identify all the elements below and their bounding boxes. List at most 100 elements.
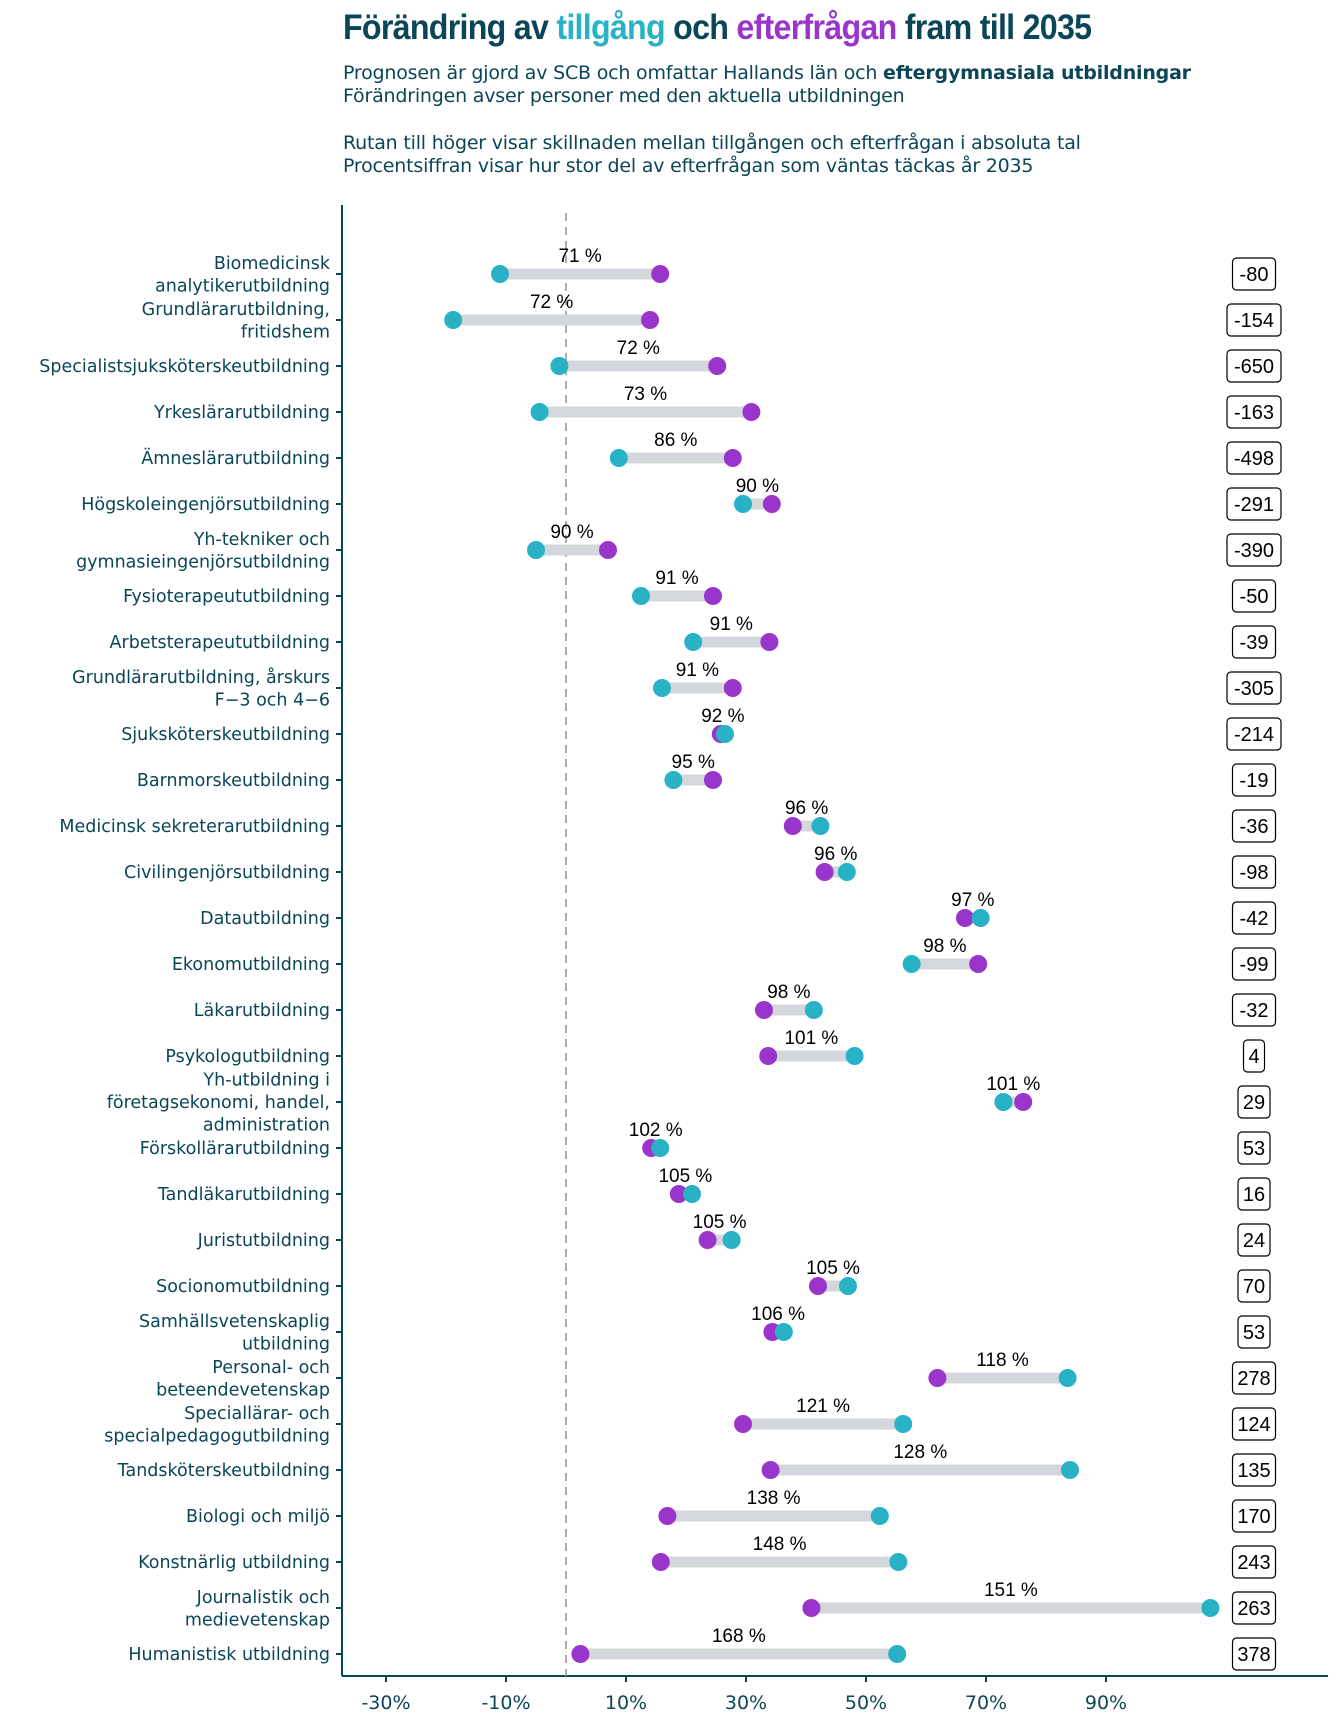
coverage-label: 91 % (676, 660, 719, 681)
chart-row: Civilingenjörsutbildning 96 % -98 (124, 844, 1277, 889)
x-tick-label: 90% (1085, 1692, 1127, 1714)
category-label: Förskollärarutbildning (140, 1139, 330, 1159)
difference-value: -498 (1234, 448, 1274, 470)
category-label: Yrkeslärarutbildning (153, 403, 330, 423)
chart-row: Ämneslärarutbildning 86 % -498 (141, 430, 1282, 475)
difference-value: 53 (1243, 1322, 1265, 1344)
category-label: Konstnärlig utbildning (138, 1553, 330, 1573)
difference-box (1226, 349, 1282, 383)
difference-box (1226, 303, 1282, 337)
supply-point (774, 1323, 793, 1341)
coverage-label: 101 % (784, 1028, 838, 1049)
category-label: Grundlärarutbildning, fritidshem (142, 300, 330, 343)
supply-point (609, 449, 628, 467)
supply-point (870, 1507, 889, 1525)
difference-box (1231, 625, 1277, 659)
demand-point (669, 1185, 688, 1203)
difference-box (1237, 1131, 1271, 1165)
coverage-label: 102 % (629, 1120, 683, 1141)
coverage-label: 121 % (796, 1396, 850, 1417)
demand-point (759, 1047, 778, 1065)
supply-point (811, 817, 830, 835)
chart-row: Specialistsjuksköterskeutbildning 72 % -65… (39, 338, 1282, 383)
chart-row: Högskoleingenjörsutbildning 90 % -291 (81, 476, 1282, 521)
difference-value: -19 (1240, 770, 1269, 792)
supply-point (839, 1277, 857, 1295)
difference-value: 135 (1237, 1460, 1270, 1482)
difference-box (1231, 1407, 1277, 1441)
category-label: Ämneslärarutbildning (141, 448, 330, 469)
demand-point (956, 909, 974, 927)
difference-box (1237, 1085, 1271, 1119)
difference-value: -99 (1240, 954, 1269, 976)
difference-box (1237, 1269, 1271, 1303)
difference-box (1226, 533, 1282, 567)
supply-point (1058, 1369, 1077, 1387)
chart-row: Yrkeslärarutbildning 73 % -163 (153, 384, 1282, 429)
supply-point (971, 909, 990, 927)
difference-box (1231, 947, 1277, 981)
supply-point (716, 725, 734, 743)
coverage-label: 91 % (710, 614, 753, 635)
demand-point (755, 1001, 773, 1019)
chart-row: Humanistisk utbildning 168 % 378 (128, 1626, 1277, 1671)
coverage-label: 90 % (550, 522, 593, 543)
coverage-label: 106 % (751, 1304, 805, 1325)
category-label: Samhällsvetenskaplig utbildning (139, 1312, 330, 1355)
difference-box (1231, 1453, 1277, 1487)
supply-point (684, 633, 703, 651)
subtitle-line-4: Procentsiffran visar hur stor del av eft… (343, 155, 1034, 177)
category-label: Journalistik och medievetenskap (185, 1588, 330, 1631)
coverage-label: 98 % (923, 936, 966, 957)
category-label: Högskoleingenjörsutbildning (81, 495, 330, 515)
coverage-label: 97 % (951, 890, 994, 911)
chart-row: Grundlärarutbildning, årskurs F−3 och 4−6… (72, 660, 1282, 710)
category-label: Fysioterapeututbildning (123, 587, 330, 607)
coverage-label: 118 % (976, 1350, 1029, 1371)
coverage-label: 105 % (693, 1212, 747, 1233)
category-label: Socionomutbildning (156, 1277, 330, 1297)
x-tick-label: -10% (481, 1692, 530, 1714)
coverage-label: 95 % (672, 752, 715, 773)
coverage-label: 71 % (558, 246, 601, 267)
difference-box (1226, 395, 1282, 429)
chart-row: Samhällsvetenskaplig utbildning 106 % 53 (139, 1304, 1271, 1355)
difference-value: -214 (1234, 724, 1274, 746)
difference-box (1226, 441, 1282, 475)
category-label: Arbetsterapeututbildning (110, 633, 330, 653)
supply-point (888, 1645, 907, 1663)
demand-point (571, 1645, 590, 1663)
difference-value: 124 (1237, 1414, 1270, 1436)
category-label: Läkarutbildning (194, 1001, 330, 1021)
demand-point (651, 1553, 670, 1571)
supply-point (683, 1185, 701, 1203)
difference-value: -98 (1240, 862, 1269, 884)
coverage-label: 168 % (712, 1626, 766, 1647)
chart-row: Yh-utbildning i företagsekonomi, handel, a… (107, 1071, 1271, 1136)
coverage-label: 92 % (701, 706, 744, 727)
coverage-label: 151 % (984, 1580, 1038, 1601)
difference-value: -390 (1234, 540, 1274, 562)
demand-point (651, 265, 670, 283)
difference-box (1242, 1039, 1266, 1073)
category-label: Psykologutbildning (165, 1047, 330, 1067)
supply-point (664, 771, 683, 789)
category-label: Specialistsjuksköterskeutbildning (39, 357, 330, 377)
chart-row: Förskollärarutbildning 102 % 53 (140, 1120, 1271, 1165)
supply-point (994, 1093, 1013, 1111)
category-label: Juristutbildning (197, 1231, 330, 1251)
subtitle-line-2: Förändringen avser personer med den aktu… (343, 85, 905, 107)
chart-row: Personal- och beteendevetenskap 118 % 278 (156, 1350, 1277, 1400)
chart-row: Biologi och miljö 138 % 170 (186, 1488, 1277, 1533)
chart-row: Journalistik och medievetenskap 151 % 263 (185, 1580, 1277, 1631)
demand-point (742, 403, 761, 421)
difference-box (1231, 1591, 1277, 1625)
difference-box (1231, 1361, 1277, 1395)
chart-row: Yh-tekniker och gymnasieingenjörsutbildni… (76, 522, 1282, 572)
demand-point (704, 771, 722, 789)
supply-point (894, 1415, 913, 1433)
chart-row: Grundlärarutbildning, fritidshem 72 % -154 (142, 292, 1282, 343)
difference-value: -32 (1240, 1000, 1269, 1022)
title-part-3: och (664, 8, 737, 47)
category-label: Tandsköterskeutbildning (117, 1461, 330, 1481)
